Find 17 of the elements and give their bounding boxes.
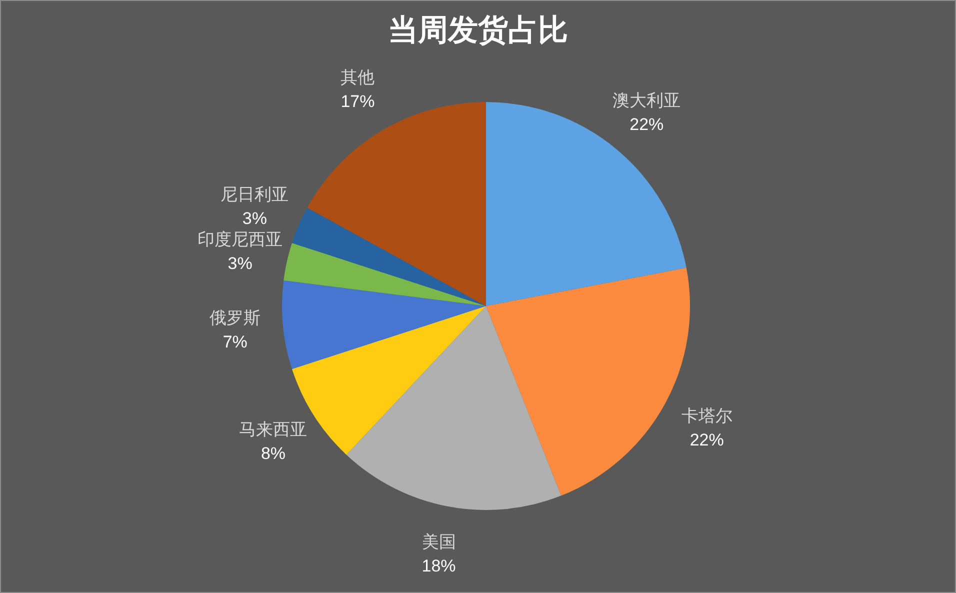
data-label: 3%	[228, 254, 252, 274]
slice-label: 马来西亚	[239, 420, 308, 440]
data-label: 7%	[222, 332, 248, 352]
data-label: 18%	[422, 556, 456, 576]
data-label: 22%	[690, 430, 724, 450]
slice-label: 俄罗斯	[210, 308, 261, 328]
slice-label: 卡塔尔	[681, 406, 732, 426]
data-label: 3%	[242, 208, 268, 228]
slice-label: 其他	[340, 68, 375, 88]
slice-label: 尼日利亚	[220, 184, 289, 204]
chart-title: 当周发货占比	[388, 14, 568, 47]
slice-label: 印度尼西亚	[198, 230, 283, 250]
slice-label: 美国	[422, 532, 456, 552]
slice-label: 澳大利亚	[612, 90, 681, 110]
data-label: 22%	[630, 114, 664, 134]
data-label: 8%	[260, 444, 286, 464]
data-label: 17%	[340, 92, 375, 112]
